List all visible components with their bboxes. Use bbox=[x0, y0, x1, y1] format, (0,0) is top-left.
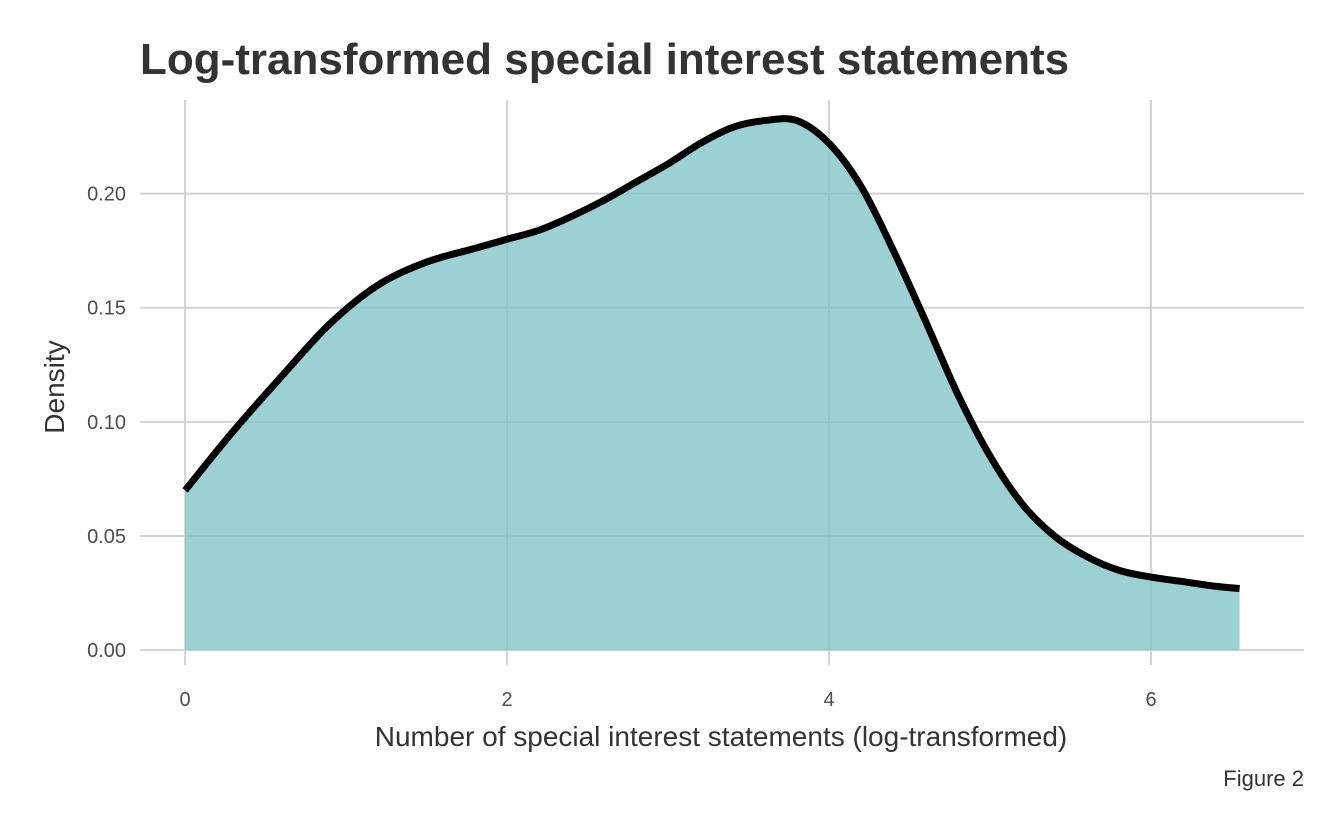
tick-labels-layer: 0.00 0.05 0.10 0.15 0.20 0 2 4 6 bbox=[87, 184, 1157, 711]
density-line bbox=[182, 115, 1240, 593]
density-area bbox=[185, 118, 1240, 651]
y-tick-label: 0.20 bbox=[87, 184, 126, 206]
figure-caption: Figure 2 bbox=[1223, 766, 1304, 791]
y-tick-label: 0.15 bbox=[87, 298, 126, 320]
x-tick-label: 4 bbox=[823, 689, 834, 711]
x-tick-label: 6 bbox=[1145, 689, 1156, 711]
chart-title: Log-transformed special interest stateme… bbox=[140, 35, 1069, 84]
y-tick-label: 0.10 bbox=[87, 412, 126, 434]
x-tick-label: 2 bbox=[502, 689, 513, 711]
x-axis-title: Number of special interest statements (l… bbox=[375, 721, 1068, 752]
y-axis-title: Density bbox=[39, 340, 70, 433]
y-tick-label: 0.00 bbox=[87, 640, 126, 662]
density-area-layer bbox=[182, 115, 1240, 651]
y-tick-label: 0.05 bbox=[87, 526, 126, 548]
x-tick-label: 0 bbox=[180, 689, 191, 711]
